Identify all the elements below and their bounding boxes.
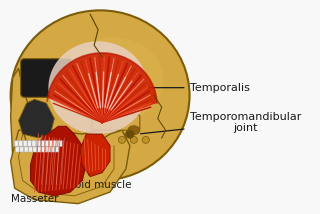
FancyBboxPatch shape [24, 147, 28, 152]
FancyBboxPatch shape [55, 147, 59, 152]
Polygon shape [48, 53, 157, 122]
FancyBboxPatch shape [20, 59, 72, 97]
Polygon shape [30, 126, 86, 196]
Ellipse shape [128, 126, 140, 135]
FancyBboxPatch shape [36, 141, 40, 146]
FancyBboxPatch shape [14, 141, 18, 146]
FancyBboxPatch shape [42, 147, 46, 152]
FancyBboxPatch shape [20, 147, 24, 152]
Text: Pterygoid muscle: Pterygoid muscle [41, 158, 132, 190]
FancyBboxPatch shape [28, 141, 31, 146]
FancyBboxPatch shape [33, 147, 37, 152]
Text: Temporomandibular
joint: Temporomandibular joint [140, 112, 301, 134]
FancyBboxPatch shape [58, 141, 62, 146]
FancyBboxPatch shape [50, 147, 54, 152]
FancyBboxPatch shape [49, 141, 53, 146]
Text: Masseter: Masseter [11, 183, 58, 204]
FancyBboxPatch shape [32, 141, 36, 146]
FancyBboxPatch shape [45, 141, 49, 146]
Ellipse shape [48, 41, 148, 134]
Polygon shape [11, 130, 130, 204]
Polygon shape [80, 134, 110, 177]
Polygon shape [11, 68, 126, 196]
FancyBboxPatch shape [37, 147, 41, 152]
Circle shape [130, 136, 138, 143]
FancyBboxPatch shape [41, 141, 44, 146]
Circle shape [125, 130, 134, 138]
Text: Temporalis: Temporalis [143, 83, 249, 93]
FancyBboxPatch shape [28, 147, 33, 152]
Circle shape [118, 136, 125, 143]
FancyBboxPatch shape [92, 115, 140, 130]
Polygon shape [19, 99, 54, 138]
Circle shape [142, 136, 149, 143]
FancyBboxPatch shape [46, 147, 50, 152]
Ellipse shape [11, 10, 189, 180]
FancyBboxPatch shape [15, 147, 20, 152]
FancyBboxPatch shape [23, 141, 27, 146]
Ellipse shape [64, 37, 164, 122]
FancyBboxPatch shape [54, 141, 58, 146]
FancyBboxPatch shape [19, 141, 23, 146]
